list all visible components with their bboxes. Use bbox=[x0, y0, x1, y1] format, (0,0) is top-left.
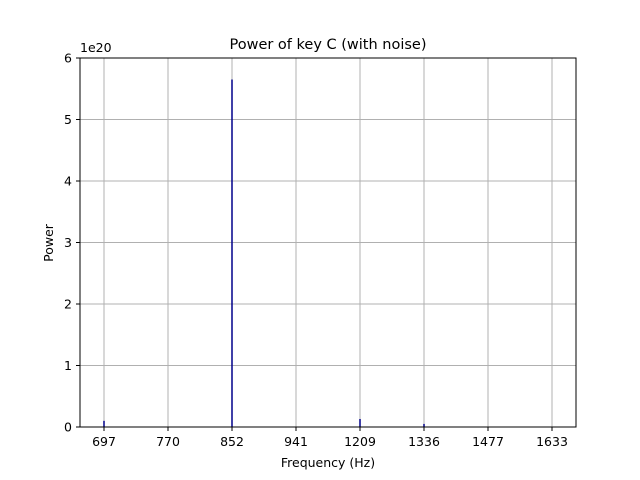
y-tick-label: 2 bbox=[64, 297, 72, 312]
ticks: 697 770 852 941 1209 1336 1477 1633 0 1 2 3 4 5 6 bbox=[64, 51, 568, 450]
x-tick-label: 697 bbox=[92, 434, 116, 449]
x-tick-label: 1633 bbox=[536, 434, 568, 449]
y-tick-label: 3 bbox=[64, 235, 72, 250]
y-tick-label: 5 bbox=[64, 112, 72, 127]
y-offset-label: 1e20 bbox=[80, 40, 112, 55]
y-tick-label: 1 bbox=[64, 358, 72, 373]
x-tick-label: 852 bbox=[220, 434, 244, 449]
bar-series bbox=[103, 79, 425, 427]
chart-title: Power of key C (with noise) bbox=[229, 37, 426, 53]
x-tick-label: 941 bbox=[284, 434, 308, 449]
x-tick-label: 1477 bbox=[472, 434, 504, 449]
y-tick-label: 4 bbox=[64, 174, 72, 189]
x-axis-label: Frequency (Hz) bbox=[281, 455, 375, 470]
x-tick-label: 770 bbox=[156, 434, 180, 449]
x-tick-label: 1209 bbox=[344, 434, 376, 449]
x-tick-label: 1336 bbox=[408, 434, 440, 449]
y-tick-label: 6 bbox=[64, 51, 72, 66]
y-tick-label: 0 bbox=[64, 420, 72, 435]
y-axis-label: Power bbox=[41, 223, 56, 262]
grid bbox=[80, 57, 576, 428]
